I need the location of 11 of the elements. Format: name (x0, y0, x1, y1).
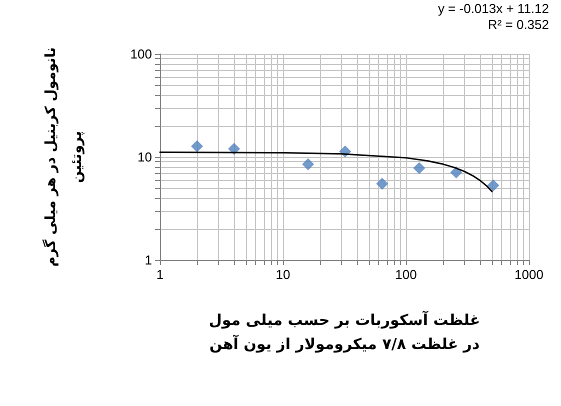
x-tick-label: 100 (395, 267, 417, 282)
y-tick-label: 1 (144, 252, 152, 268)
y-tick-label: 10 (138, 150, 152, 164)
y-tick-label: 100 (130, 46, 152, 62)
x-tick-label: 10 (276, 267, 290, 282)
x-tick-label: 1 (156, 267, 164, 282)
y-axis-title: نانومول کربنیل در هر میلی گرم پروتئین (42, 47, 85, 267)
text: y = -0.013x + 11.12 (438, 1, 550, 16)
text: R² = 0.352 (488, 17, 550, 32)
x-tick-label: 1000 (514, 267, 544, 282)
x-axis-title: غلظت آسکوربات بر حسب میلی مول در غلظت ۷/۸ میکرومولار از یون آهن (208, 310, 480, 353)
